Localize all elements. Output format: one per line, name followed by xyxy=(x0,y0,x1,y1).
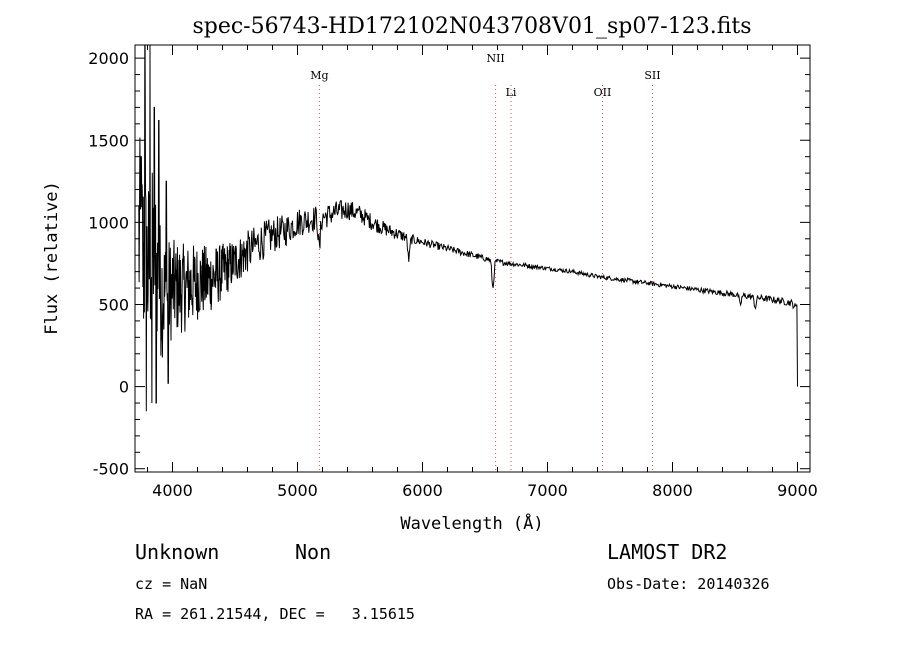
line-marker-label: Li xyxy=(506,86,517,99)
chart-title: spec-56743-HD172102N043708V01_sp07-123.f… xyxy=(192,14,751,39)
line-marker-label: SII xyxy=(644,69,660,82)
x-tick-label: 9000 xyxy=(777,481,818,500)
y-tick-label: 500 xyxy=(98,295,129,314)
redshift-text: cz = NaN xyxy=(135,575,208,593)
line-marker-label: OII xyxy=(594,86,612,99)
line-marker-label: Mg xyxy=(310,69,328,82)
y-axis-label: Flux (relative) xyxy=(42,181,62,335)
spectrum-line xyxy=(138,44,798,412)
x-tick-label: 7000 xyxy=(527,481,568,500)
object-class: Unknown xyxy=(135,540,220,564)
x-tick-label: 5000 xyxy=(277,481,318,500)
y-tick-label: 1500 xyxy=(88,131,129,150)
x-axis: 4000 5000 6000 7000 8000 9000 xyxy=(147,45,818,500)
spectral-line-markers: Mg NII Li OII SII xyxy=(310,52,661,472)
y-tick-label: -500 xyxy=(93,460,129,479)
coordinates: RA = 261.21544, DEC = 3.15615 xyxy=(135,605,415,623)
y-tick-label: 0 xyxy=(119,378,129,397)
y-axis: -500 0 500 1000 1500 2000 xyxy=(88,49,810,479)
y-tick-label: 2000 xyxy=(88,49,129,68)
line-marker-label: NII xyxy=(486,52,504,65)
survey-name: LAMOST DR2 xyxy=(607,540,728,564)
object-subclass: Non xyxy=(295,540,332,564)
plot-area xyxy=(138,44,798,412)
x-tick-label: 8000 xyxy=(652,481,693,500)
x-tick-label: 6000 xyxy=(402,481,443,500)
x-tick-label: 4000 xyxy=(152,481,193,500)
obs-date: Obs-Date: 20140326 xyxy=(607,575,770,593)
y-tick-label: 1000 xyxy=(88,213,129,232)
x-axis-label: Wavelength (Å) xyxy=(400,512,543,534)
